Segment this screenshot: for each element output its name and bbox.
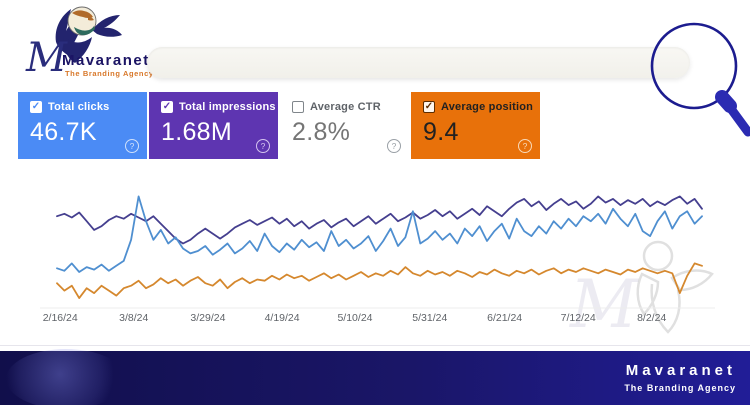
help-icon[interactable]: ? (125, 139, 139, 153)
x-tick-label: 3/29/24 (190, 312, 226, 324)
card-value: 9.4 (423, 118, 459, 146)
help-icon[interactable]: ? (518, 139, 532, 153)
search-bar[interactable] (147, 47, 690, 78)
card-average-ctr[interactable]: Average CTR 2.8% ? (280, 92, 409, 159)
series-total-clicks (56, 195, 703, 273)
x-tick-label: 5/10/24 (337, 312, 373, 324)
card-header: ✓ Total clicks (30, 101, 147, 113)
x-tick-label: 8/2/24 (637, 312, 667, 324)
series-total-impressions (56, 195, 703, 245)
metric-cards-row: ✓ Total clicks 46.7K ? ✓ Total impressio… (18, 92, 540, 159)
checkbox-average-position[interactable]: ✓ (423, 101, 435, 113)
timeseries-chart-svg (40, 195, 715, 309)
card-header: Average CTR (292, 101, 409, 113)
x-tick-label: 3/8/24 (119, 312, 149, 324)
help-icon[interactable]: ? (256, 139, 270, 153)
card-total-clicks[interactable]: ✓ Total clicks 46.7K ? (18, 92, 147, 159)
footer-bar: Mavaranet The Branding Agency (0, 349, 750, 405)
x-tick-label: 7/12/24 (560, 312, 596, 324)
card-average-position[interactable]: ✓ Average position 9.4 ? (411, 92, 540, 159)
card-header: ✓ Total impressions (161, 101, 278, 113)
hand-globe-icon (55, 6, 122, 63)
footer-brand: Mavaranet The Branding Agency (624, 362, 736, 393)
brand-logo: M Mavaranet The Branding Agency (24, 2, 174, 90)
card-label: Total clicks (48, 101, 110, 113)
help-icon[interactable]: ? (387, 139, 401, 153)
card-total-impressions[interactable]: ✓ Total impressions 1.68M ? (149, 92, 278, 159)
card-header: ✓ Average position (423, 101, 540, 113)
card-value: 46.7K (30, 118, 97, 146)
x-tick-label: 4/19/24 (264, 312, 300, 324)
footer-brand-tagline: The Branding Agency (624, 383, 736, 393)
card-label: Total impressions (179, 101, 276, 113)
series-average-position (56, 262, 703, 299)
card-value: 1.68M (161, 118, 232, 146)
checkbox-total-impressions[interactable]: ✓ (161, 101, 173, 113)
brand-tagline: The Branding Agency (65, 69, 154, 78)
magnifier-icon (650, 22, 750, 137)
checkbox-average-ctr[interactable] (292, 101, 304, 113)
brand-name: Mavaranet (62, 52, 150, 69)
brand-monogram: M (26, 35, 67, 81)
footer-brand-name: Mavaranet (625, 362, 736, 379)
card-label: Average CTR (310, 101, 381, 113)
watermark-figure-icon (636, 240, 714, 334)
card-value: 2.8% (292, 118, 351, 146)
card-label: Average position (441, 101, 534, 113)
globe-watermark-icon (6, 349, 126, 405)
x-tick-label: 5/31/24 (412, 312, 448, 324)
x-tick-label: 6/21/24 (487, 312, 523, 324)
x-axis: 2/16/24 3/8/24 3/29/24 4/19/24 5/10/24 5/31/2… (0, 312, 750, 328)
footer-divider (0, 345, 750, 346)
performance-chart: M 2/16/24 3/8/24 3/29/24 4/19/24 5/10/24 5/31… (0, 172, 750, 338)
watermark-monogram: M (570, 266, 638, 343)
checkbox-total-clicks[interactable]: ✓ (30, 101, 42, 113)
x-tick-label: 2/16/24 (42, 312, 78, 324)
